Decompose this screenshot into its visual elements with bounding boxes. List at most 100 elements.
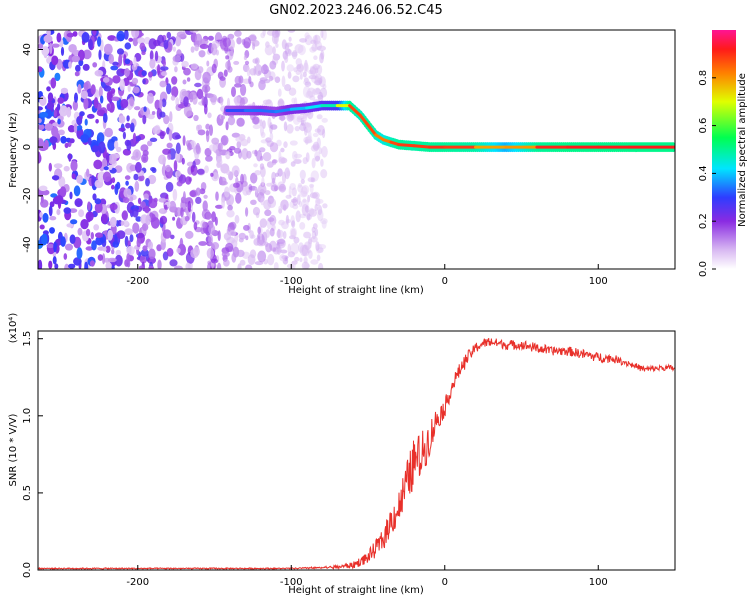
noise-blob	[237, 263, 242, 269]
noise-blob	[301, 261, 310, 269]
noise-blob	[194, 44, 199, 52]
noise-blob	[145, 177, 150, 187]
noise-blob	[291, 220, 296, 228]
noise-blob	[69, 234, 76, 244]
noise-blob	[98, 141, 106, 154]
noise-blob	[285, 194, 292, 199]
y-tick-label: 1.0	[22, 408, 33, 424]
noise-blob	[225, 121, 229, 131]
noise-blob	[220, 135, 229, 146]
noise-blob	[169, 111, 173, 123]
noise-blob	[225, 151, 231, 160]
noise-blob	[262, 99, 272, 105]
noise-blob	[227, 33, 235, 40]
noise-blob	[276, 239, 286, 245]
noise-blob	[108, 153, 117, 165]
noise-blob	[269, 60, 277, 70]
noise-blob	[303, 62, 309, 73]
noise-blob	[314, 35, 318, 46]
noise-blob	[124, 175, 131, 180]
noise-blob	[172, 46, 176, 52]
noise-blob	[204, 104, 208, 115]
noise-blob	[296, 63, 304, 72]
noise-blob	[263, 79, 271, 84]
noise-blob	[66, 223, 74, 228]
noise-blob	[266, 182, 273, 187]
noise-blob	[176, 180, 183, 187]
noise-blob	[166, 83, 172, 95]
noise-blob	[278, 205, 284, 211]
noise-blob	[317, 244, 327, 250]
noise-blob	[302, 157, 308, 165]
figure-title: GN02.2023.246.06.52.C45	[269, 3, 443, 18]
noise-blob	[50, 77, 57, 89]
noise-blob	[295, 58, 302, 66]
noise-blob	[217, 142, 223, 152]
noise-blob	[134, 135, 142, 142]
noise-blob	[265, 229, 271, 238]
noise-blob	[51, 126, 59, 137]
noise-blob	[159, 111, 166, 118]
noise-blob	[65, 243, 73, 251]
noise-blob	[129, 164, 137, 172]
noise-blob	[182, 135, 186, 146]
noise-blob	[81, 32, 90, 43]
noise-blob	[76, 174, 83, 184]
noise-blob	[246, 66, 251, 77]
noise-blob	[312, 65, 318, 77]
noise-blob	[169, 259, 178, 267]
noise-blob	[124, 42, 132, 50]
noise-blob	[166, 142, 173, 149]
noise-blob	[287, 243, 292, 254]
x-tick-label: -100	[280, 276, 303, 287]
colorbar-gradient	[712, 30, 736, 269]
noise-blob	[312, 132, 319, 138]
noise-blob	[183, 96, 189, 107]
noise-blob	[190, 248, 199, 259]
noise-blob	[176, 49, 182, 58]
noise-blob	[243, 55, 247, 61]
noise-blob	[304, 32, 310, 40]
snr-content	[38, 338, 675, 570]
noise-blob	[205, 123, 211, 130]
noise-blob	[85, 246, 94, 251]
noise-blob	[145, 214, 151, 226]
noise-blob	[231, 165, 240, 176]
noise-blob	[56, 32, 62, 43]
noise-blob	[294, 158, 302, 165]
noise-blob	[296, 117, 303, 123]
noise-blob	[207, 112, 212, 119]
noise-blob	[235, 192, 242, 204]
noise-blob	[292, 197, 299, 206]
noise-blob	[197, 168, 205, 175]
noise-blob	[283, 141, 288, 149]
noise-blob	[92, 62, 98, 68]
noise-blob	[314, 67, 319, 74]
noise-blob	[116, 30, 125, 42]
noise-blob	[129, 196, 134, 202]
noise-blob	[305, 90, 314, 99]
noise-blob	[291, 187, 297, 197]
noise-blob	[174, 265, 183, 269]
noise-blob	[175, 151, 180, 163]
noise-blob	[306, 212, 311, 221]
noise-blob	[129, 234, 134, 243]
noise-blob	[57, 118, 61, 125]
noise-blob	[126, 253, 131, 264]
noise-blob	[189, 190, 197, 197]
noise-blob	[63, 207, 72, 214]
x-tick-label: -200	[126, 276, 149, 287]
noise-blob	[318, 262, 324, 269]
noise-blob	[50, 193, 58, 198]
noise-blob	[209, 94, 218, 103]
snr-frame	[37, 330, 676, 571]
noise-blob	[278, 219, 285, 226]
noise-blob	[127, 84, 131, 92]
noise-blob	[245, 235, 249, 241]
noise-blob	[303, 79, 311, 86]
noise-blob	[322, 83, 327, 90]
ridge-segment	[374, 133, 385, 142]
noise-blob	[264, 209, 272, 217]
noise-blob	[319, 52, 324, 64]
